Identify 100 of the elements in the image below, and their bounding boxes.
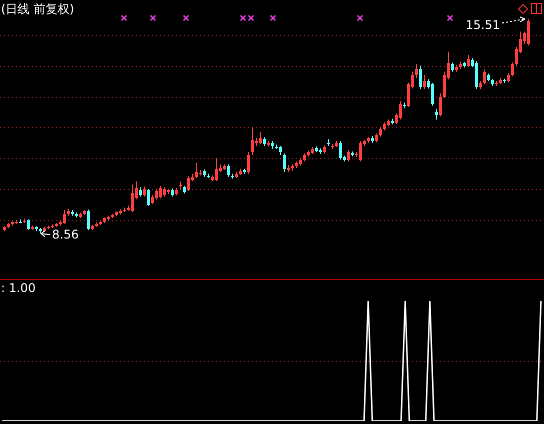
candlestick <box>67 208 70 216</box>
candlestick <box>327 138 330 146</box>
candlestick <box>463 61 466 68</box>
candlestick <box>423 74 426 90</box>
candlestick <box>239 168 242 176</box>
candlestick <box>291 164 294 172</box>
candlestick <box>91 224 94 230</box>
candlestick <box>147 188 150 206</box>
candlestick <box>23 218 26 224</box>
candlestick <box>151 194 154 204</box>
candlestick <box>95 222 98 228</box>
candlestick <box>383 122 386 131</box>
candlestick <box>303 152 306 162</box>
candlestick <box>183 186 186 194</box>
candlestick <box>263 136 266 146</box>
candlestick <box>251 126 254 156</box>
candlestick <box>315 146 318 153</box>
candlestick <box>351 150 354 157</box>
candlestick <box>223 164 226 170</box>
candlestick <box>51 224 54 229</box>
candlestick <box>511 62 514 77</box>
candlestick <box>459 61 462 70</box>
candlestick <box>235 171 238 179</box>
candlestick <box>379 126 382 138</box>
candlestick <box>187 176 190 192</box>
candlestick <box>83 210 86 216</box>
candlestick <box>119 209 122 215</box>
candlestick <box>7 222 10 229</box>
candlestick <box>283 152 286 173</box>
candlestick <box>259 132 262 145</box>
candlestick <box>79 212 82 219</box>
candlestick <box>347 150 350 162</box>
candlestick <box>47 225 50 230</box>
candlestick <box>203 168 206 178</box>
candlestick <box>39 228 42 234</box>
candlestick <box>451 62 454 72</box>
candlestick <box>227 164 230 178</box>
candlestick <box>139 186 142 198</box>
candlestick <box>3 226 6 232</box>
candlestick <box>323 144 326 154</box>
candlestick <box>163 186 166 198</box>
candlestick <box>107 215 110 222</box>
candlestick <box>415 64 418 78</box>
candlestick <box>167 188 170 195</box>
candlestick <box>99 222 102 226</box>
candlestick <box>479 80 482 90</box>
candlestick <box>499 77 502 85</box>
candlestick <box>31 225 34 230</box>
candlestick <box>391 118 394 125</box>
candlestick <box>295 160 298 169</box>
candlestick <box>215 158 218 182</box>
candlestick <box>155 188 158 200</box>
candlestick <box>439 92 442 117</box>
candlestick <box>195 162 198 179</box>
candlestick <box>307 150 310 157</box>
candlestick <box>35 226 38 232</box>
candlestick <box>527 18 530 46</box>
candlestick <box>75 212 78 218</box>
candlestick <box>483 68 486 85</box>
candlestick <box>271 140 274 150</box>
candlestick <box>455 64 458 72</box>
candlestick <box>115 212 118 217</box>
candlestick <box>487 73 490 82</box>
candlestick <box>287 164 290 172</box>
candlestick <box>131 184 134 212</box>
candlestick <box>375 133 378 143</box>
candlestick <box>339 140 342 160</box>
candlestick <box>367 138 370 144</box>
annotation: 8.56 <box>52 228 79 242</box>
candlestick <box>495 80 498 87</box>
candlestick <box>419 65 422 90</box>
candlestick <box>71 210 74 216</box>
candlestick <box>199 169 202 176</box>
candlestick <box>171 188 174 198</box>
chart-title: : 1.00 <box>1 281 36 295</box>
candlestick <box>335 140 338 148</box>
candlestick <box>143 186 146 198</box>
candlestick <box>279 145 282 156</box>
candlestick <box>159 186 162 199</box>
candlestick <box>27 220 30 230</box>
candlestick <box>267 140 270 148</box>
candlestick <box>55 222 58 228</box>
candlestick <box>11 222 14 226</box>
candlestick <box>387 118 390 127</box>
candlestick <box>467 54 470 68</box>
candlestick <box>403 102 406 109</box>
candlestick <box>247 152 250 174</box>
candlestick <box>435 108 438 120</box>
candlestick <box>175 187 178 196</box>
candlestick <box>431 82 434 106</box>
candlestick <box>123 207 126 212</box>
candlestick <box>179 180 182 190</box>
annotation: 15.51 <box>466 18 500 32</box>
candlestick <box>475 60 478 90</box>
candlestick <box>359 140 362 162</box>
candlestick <box>491 78 494 87</box>
candlestick <box>399 100 402 120</box>
candlestick <box>319 148 322 154</box>
candlestick <box>103 218 106 224</box>
candlestick <box>311 146 314 154</box>
